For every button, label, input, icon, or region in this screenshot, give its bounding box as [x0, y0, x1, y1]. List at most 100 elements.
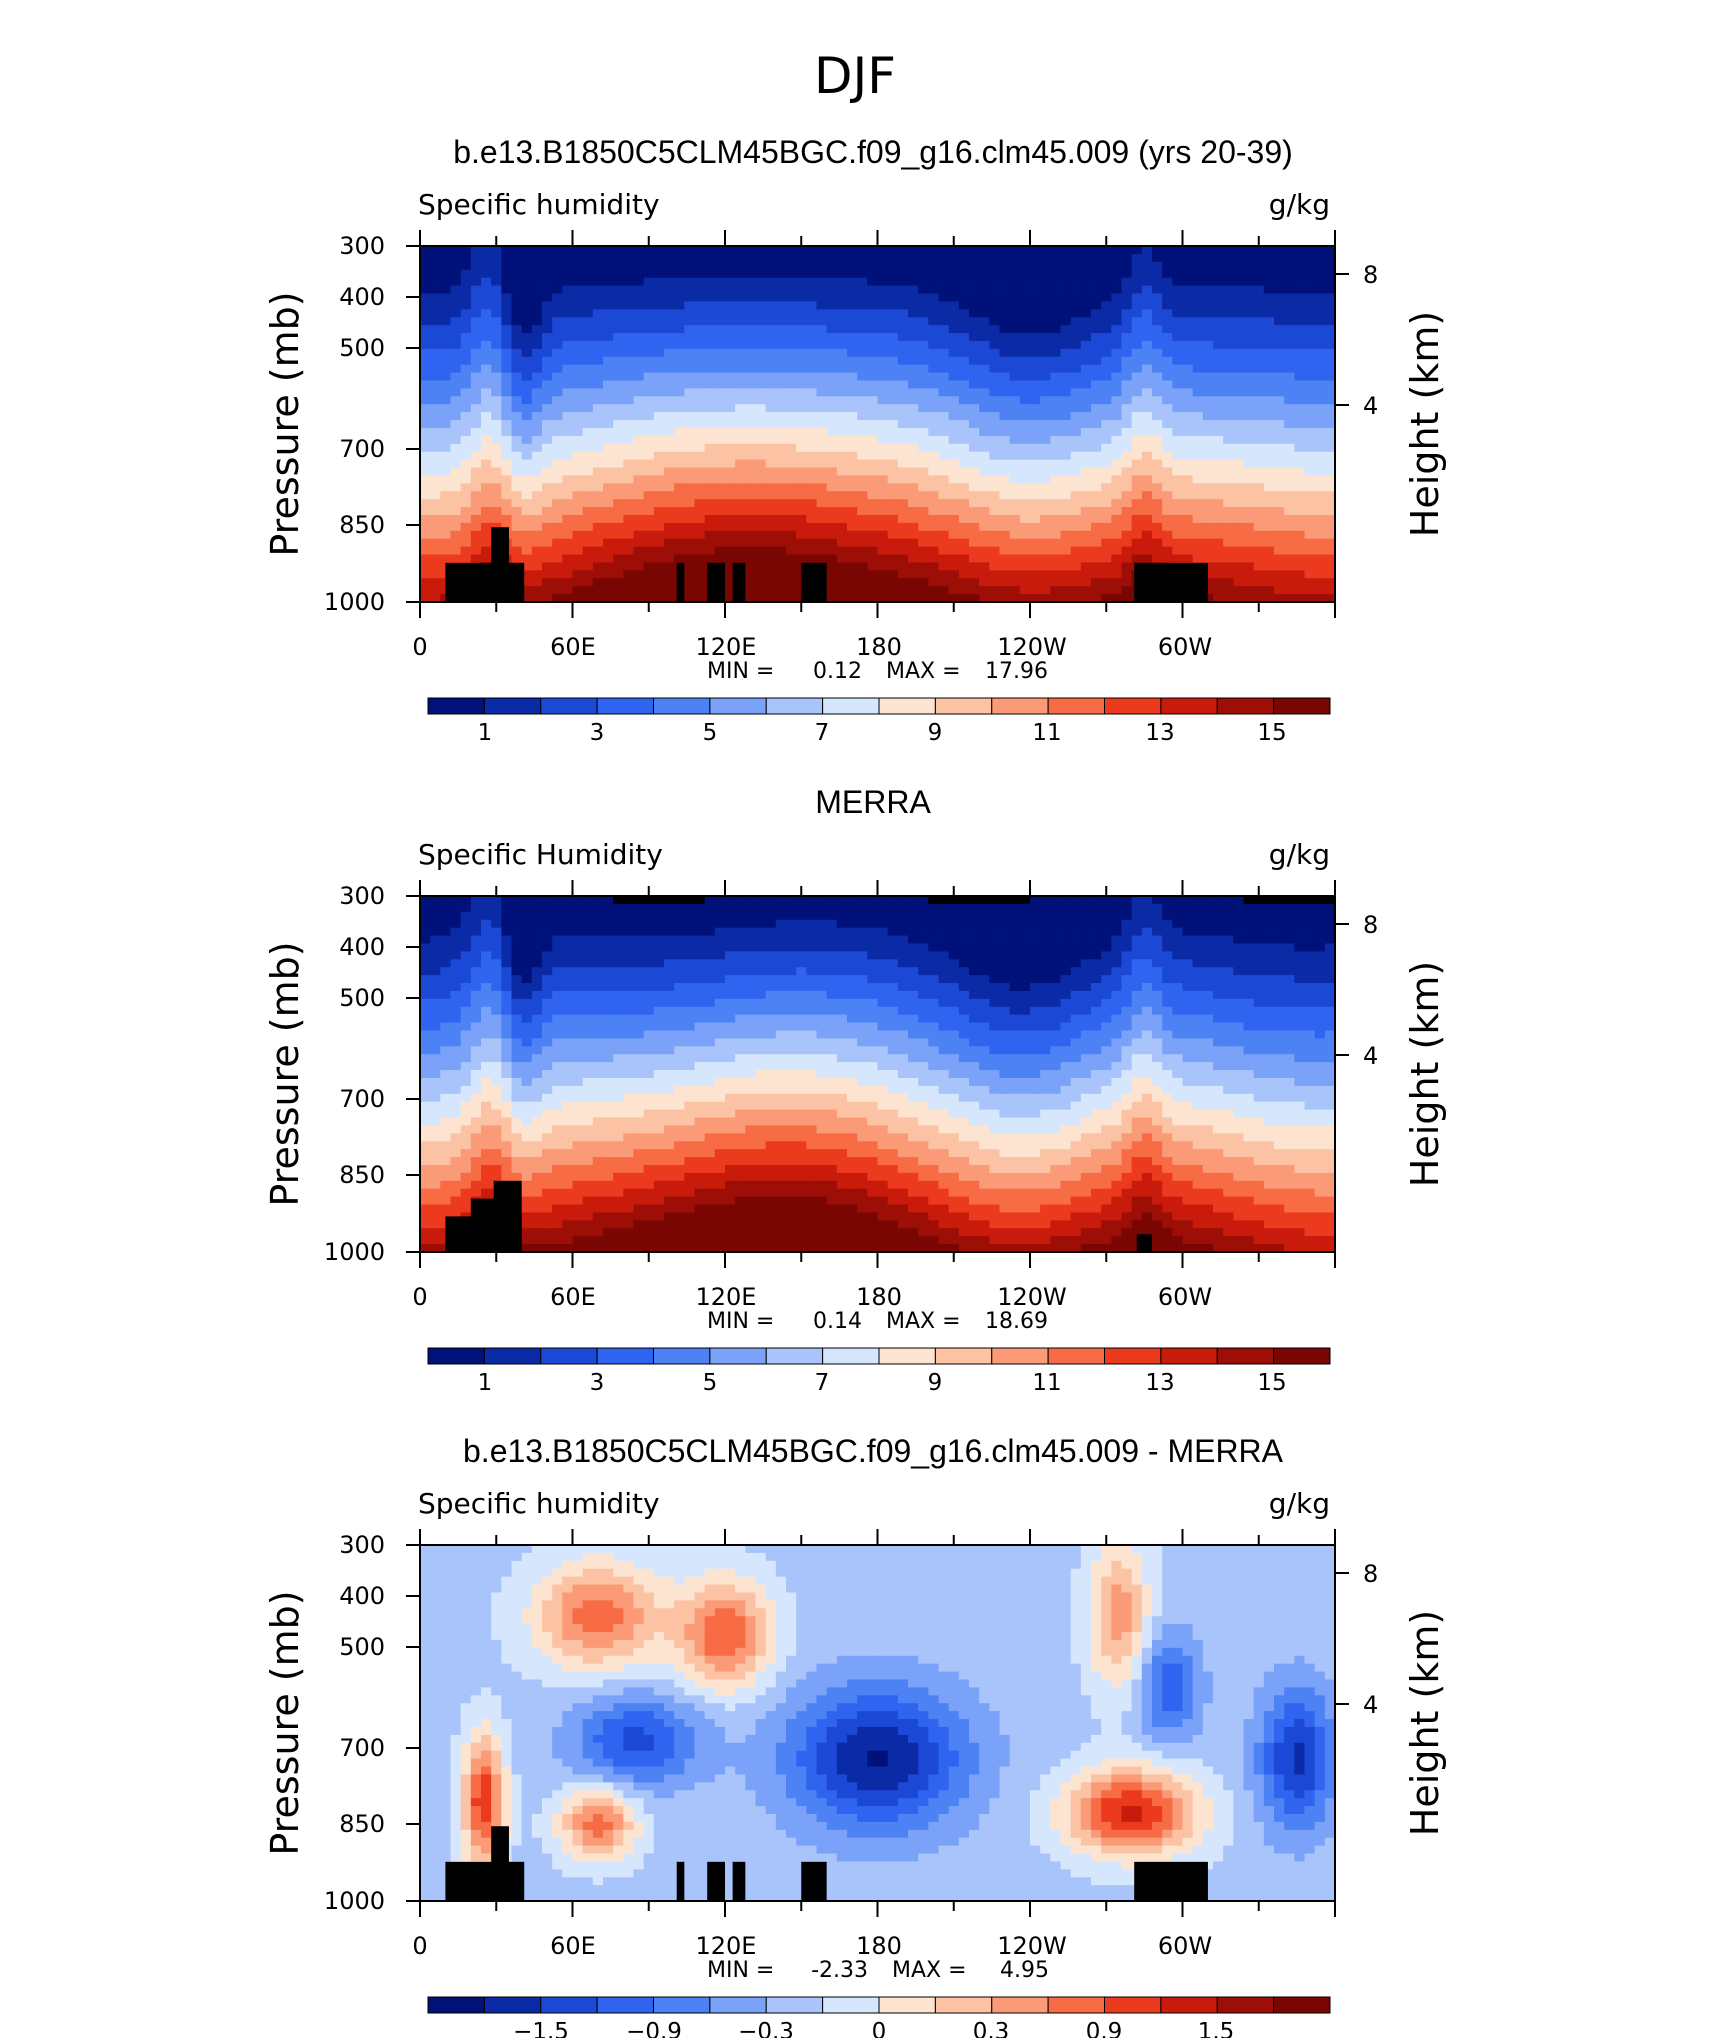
contour-cell [765, 396, 777, 405]
contour-cell [481, 372, 492, 382]
contour-cell [1304, 530, 1316, 540]
contour-cell [582, 253, 594, 263]
contour-cell [1223, 325, 1234, 334]
contour-cell [1294, 435, 1306, 445]
contour-cell [765, 420, 777, 429]
contour-cell [531, 514, 543, 524]
contour-cell [531, 348, 543, 358]
contour-cell [664, 903, 675, 913]
contour-cell [816, 467, 828, 477]
contour-cell [603, 570, 614, 579]
contour-cell [745, 546, 757, 556]
contour-cell [867, 459, 879, 469]
contour-cell [1091, 467, 1102, 477]
contour-cell [857, 435, 868, 445]
contour-cell [450, 951, 462, 960]
contour-cell [877, 919, 889, 929]
contour-cell [1304, 538, 1316, 548]
contour-cell [542, 538, 553, 548]
contour-cell [928, 943, 940, 952]
contour-cell [491, 911, 502, 921]
contour-cell [1141, 491, 1153, 500]
contour-cell [542, 404, 553, 413]
contour-cell [1141, 261, 1153, 271]
contour-cell [1284, 325, 1295, 334]
contour-cell [1284, 499, 1295, 508]
contour-cell [948, 340, 960, 350]
contour-cell [897, 903, 909, 913]
contour-cell [643, 554, 655, 564]
contour-cell [1324, 293, 1336, 302]
contour-cell [1182, 412, 1194, 421]
contour-cell [1284, 253, 1295, 263]
contour-cell [1091, 562, 1102, 571]
contour-cell [470, 372, 482, 382]
contour-cell [1030, 435, 1041, 445]
contour-cell [1314, 943, 1326, 952]
contour-cell [643, 380, 655, 389]
contour-cell [1050, 372, 1062, 382]
contour-cell [1304, 404, 1316, 413]
contour-cell [694, 325, 706, 334]
contour-cell [531, 309, 543, 318]
contour-cell [674, 546, 685, 556]
contour-cell [775, 277, 787, 287]
contour-cell [1009, 522, 1021, 532]
contour-cell [440, 356, 452, 366]
contour-cell [1172, 348, 1184, 358]
contour-cell [542, 570, 553, 579]
contour-cell [786, 499, 797, 508]
contour-cell [1131, 325, 1143, 334]
contour-cell [430, 269, 441, 279]
contour-cell [806, 435, 818, 445]
contour-cell [704, 951, 716, 960]
contour-cell [714, 427, 726, 437]
contour-cell [1101, 246, 1112, 255]
contour-cell [664, 269, 675, 279]
contour-cell [979, 483, 990, 492]
contour-cell [592, 919, 604, 929]
contour-cell [653, 538, 665, 548]
contour-cell [491, 459, 502, 469]
contour-cell [867, 317, 879, 326]
contour-cell [867, 301, 879, 310]
contour-cell [1274, 507, 1285, 516]
contour-cell [999, 546, 1011, 556]
contour-cell [603, 514, 614, 524]
contour-cell [1202, 546, 1214, 556]
contour-cell [542, 562, 553, 571]
contour-cell [1213, 253, 1224, 263]
contour-cell [857, 546, 868, 556]
contour-cell [958, 269, 970, 279]
contour-cell [542, 285, 553, 295]
contour-cell [501, 269, 513, 279]
contour-cell [806, 293, 818, 302]
contour-cell [572, 530, 584, 540]
contour-cell [735, 246, 746, 255]
contour-cell [1182, 514, 1194, 524]
contour-cell [684, 459, 696, 469]
contour-cell [1263, 261, 1275, 271]
contour-cell [501, 253, 513, 263]
contour-cell [440, 896, 452, 905]
contour-cell [653, 333, 665, 342]
contour-cell [1152, 277, 1163, 287]
contour-cell [470, 388, 482, 397]
contour-cell [603, 435, 614, 445]
contour-cell [877, 388, 889, 397]
contour-cell [857, 927, 868, 937]
contour-cell [643, 919, 655, 929]
contour-cell [613, 499, 624, 508]
contour-cell [1243, 396, 1255, 405]
contour-cell [1111, 356, 1123, 366]
contour-cell [1314, 554, 1326, 564]
contour-cell [1152, 364, 1163, 374]
contour-cell [816, 348, 828, 358]
contour-cell [836, 356, 848, 366]
contour-cell [1213, 372, 1224, 382]
contour-cell [420, 451, 431, 461]
contour-cell [725, 364, 736, 374]
contour-cell [1213, 562, 1224, 571]
contour-cell [1019, 903, 1031, 913]
contour-cell [897, 507, 909, 516]
